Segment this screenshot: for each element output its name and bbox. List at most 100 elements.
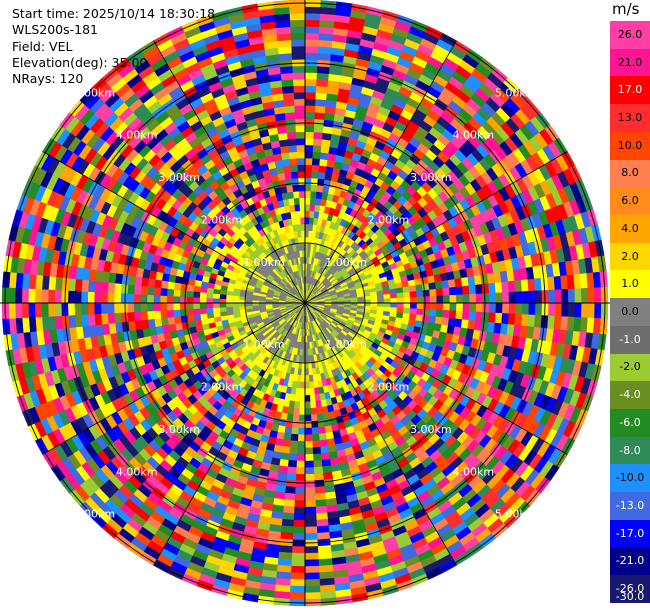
- radar-gate: [291, 552, 306, 561]
- radar-gate: [304, 552, 319, 561]
- radar-gate: [561, 302, 569, 317]
- radar-gate: [314, 118, 325, 127]
- radar-gate: [318, 432, 327, 441]
- radar-gate: [377, 298, 385, 304]
- radar-gate: [100, 302, 108, 314]
- radar-gate: [312, 440, 321, 448]
- radar-gate: [535, 290, 543, 304]
- radar-gate: [100, 313, 109, 325]
- radar-gate: [304, 368, 310, 376]
- radar-gate: [304, 171, 313, 179]
- radar-gate: [28, 302, 36, 318]
- radar-gate: [304, 506, 317, 514]
- radar-gate: [455, 310, 464, 320]
- radar-gate: [120, 302, 128, 313]
- radar-gate: [54, 302, 62, 317]
- radar-gate: [304, 533, 318, 541]
- radar-gate: [310, 184, 318, 192]
- radar-gate: [287, 460, 297, 468]
- radar-gate: [318, 33, 334, 42]
- radar-gate: [436, 295, 444, 304]
- radar-gate: [502, 292, 510, 304]
- radar-gate: [482, 302, 490, 313]
- radar-gate: [296, 454, 306, 462]
- radar-gate: [296, 460, 306, 468]
- radar-gate: [314, 479, 325, 488]
- radar-gate: [212, 307, 221, 313]
- radar-gate: [396, 292, 404, 299]
- radar-gate: [456, 302, 464, 312]
- radar-gate: [370, 295, 378, 300]
- radar-gate: [410, 302, 418, 310]
- radar-gate: [160, 317, 169, 326]
- radar-gate: [87, 313, 96, 326]
- radar-gate: [294, 500, 306, 508]
- radar-gate: [315, 92, 328, 101]
- radar-gate: [14, 287, 23, 304]
- radar-gate: [74, 278, 83, 292]
- radar-gate: [304, 184, 312, 192]
- radar-gate: [298, 421, 306, 429]
- radar-gate: [304, 388, 311, 396]
- radar-gate: [206, 312, 215, 319]
- radar-gate: [502, 302, 510, 314]
- radar-gate: [81, 314, 90, 327]
- radar-gate: [147, 278, 156, 288]
- radar-gate: [289, 592, 306, 600]
- radar-gate: [304, 6, 321, 14]
- radar-gate: [279, 532, 294, 541]
- radar-gate: [225, 302, 233, 308]
- radar-gate: [520, 314, 529, 327]
- radar-gate: [205, 302, 214, 309]
- radar-gate: [528, 302, 536, 316]
- radar-gate: [515, 291, 523, 304]
- radar-gate: [448, 286, 457, 296]
- radar-gate: [403, 291, 411, 299]
- radar-gate: [304, 197, 311, 205]
- radar-gate: [309, 204, 316, 212]
- radar-gate: [179, 302, 187, 310]
- radar-gate: [153, 310, 162, 320]
- radar-gate: [304, 124, 315, 133]
- radar-gate: [441, 280, 450, 289]
- radar-gate: [304, 513, 317, 521]
- radar-gate: [298, 408, 306, 416]
- radar-gate: [316, 518, 329, 527]
- radar-gate: [80, 302, 89, 315]
- radar-gate: [514, 313, 523, 326]
- radar-gate: [402, 286, 411, 293]
- radar-gate: [314, 393, 321, 402]
- radar-gate: [140, 285, 148, 295]
- radar-gate: [462, 302, 470, 312]
- radar-gate: [594, 302, 602, 319]
- radar-gate: [315, 505, 328, 514]
- radar-gate: [318, 39, 333, 48]
- radar-gate: [281, 518, 294, 527]
- radar-gate: [206, 292, 214, 299]
- radar-gate: [403, 302, 411, 309]
- radar-gate: [455, 286, 464, 296]
- radar-gate: [304, 592, 321, 600]
- radar-gate: [199, 297, 207, 304]
- radar-gate: [390, 302, 398, 309]
- radar-gate: [192, 302, 200, 310]
- radar-gate: [186, 308, 194, 316]
- radar-gate: [304, 408, 312, 416]
- radar-gate: [304, 565, 320, 574]
- radar-gate: [495, 302, 503, 314]
- radar-gate: [304, 72, 318, 80]
- radar-gate: [67, 277, 76, 292]
- radar-gate: [166, 288, 175, 297]
- radar-gate: [166, 295, 174, 304]
- radar-gate: [304, 381, 310, 389]
- radar-gate: [290, 572, 306, 580]
- radar-gate: [141, 319, 150, 329]
- radar-gate: [291, 559, 306, 567]
- radar-gate: [41, 316, 50, 331]
- radar-gate: [146, 286, 155, 296]
- radar-gate: [468, 284, 477, 295]
- radar-gate: [309, 401, 317, 409]
- radar-gate: [312, 151, 322, 160]
- radar-gate: [318, 564, 334, 573]
- radar-gate: [316, 72, 330, 81]
